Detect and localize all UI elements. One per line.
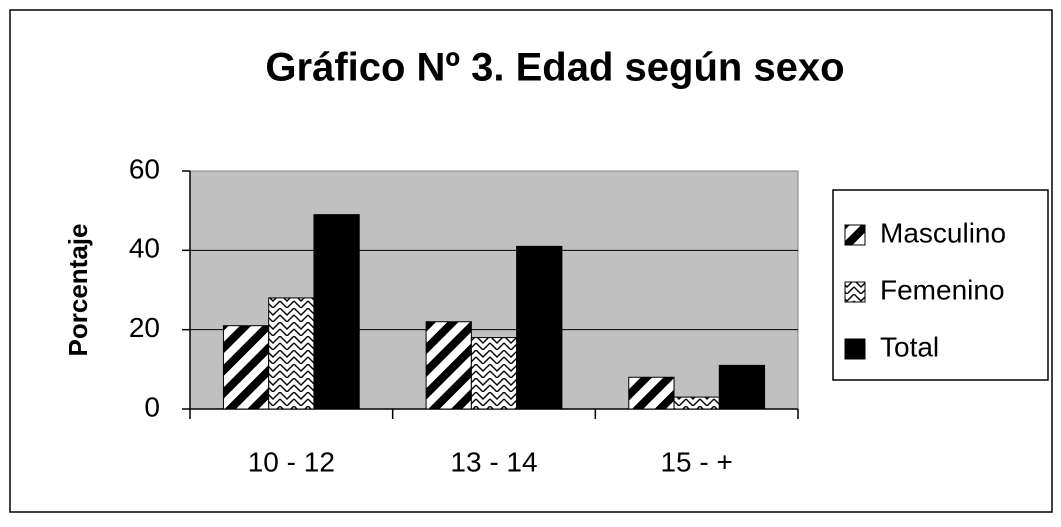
bar xyxy=(313,214,360,410)
x-tick-label: 13 - 14 xyxy=(450,446,537,477)
bar xyxy=(516,245,563,410)
x-tick-label: 10 - 12 xyxy=(248,446,335,477)
legend-label: Femenino xyxy=(880,274,1005,305)
y-tick-label: 20 xyxy=(129,312,160,343)
legend xyxy=(832,189,1049,381)
y-tick-label: 40 xyxy=(129,233,160,264)
y-axis-label: Porcentaje xyxy=(63,224,93,357)
legend-swatch xyxy=(844,338,866,360)
bar xyxy=(718,364,766,410)
bar xyxy=(628,376,675,410)
legend-label: Masculino xyxy=(880,217,1006,248)
y-tick-label: 60 xyxy=(129,153,160,184)
bar xyxy=(673,396,720,410)
legend-swatch xyxy=(844,281,866,303)
legend-label: Total xyxy=(880,331,939,362)
legend-swatch xyxy=(844,224,866,246)
x-tick-label: 15 - + xyxy=(660,446,732,477)
chart-title: Gráfico Nº 3. Edad según sexo xyxy=(265,46,844,90)
bar xyxy=(425,321,472,410)
bar xyxy=(470,337,518,410)
bar xyxy=(222,325,270,410)
bar xyxy=(268,297,315,410)
y-tick-label: 0 xyxy=(144,391,160,422)
